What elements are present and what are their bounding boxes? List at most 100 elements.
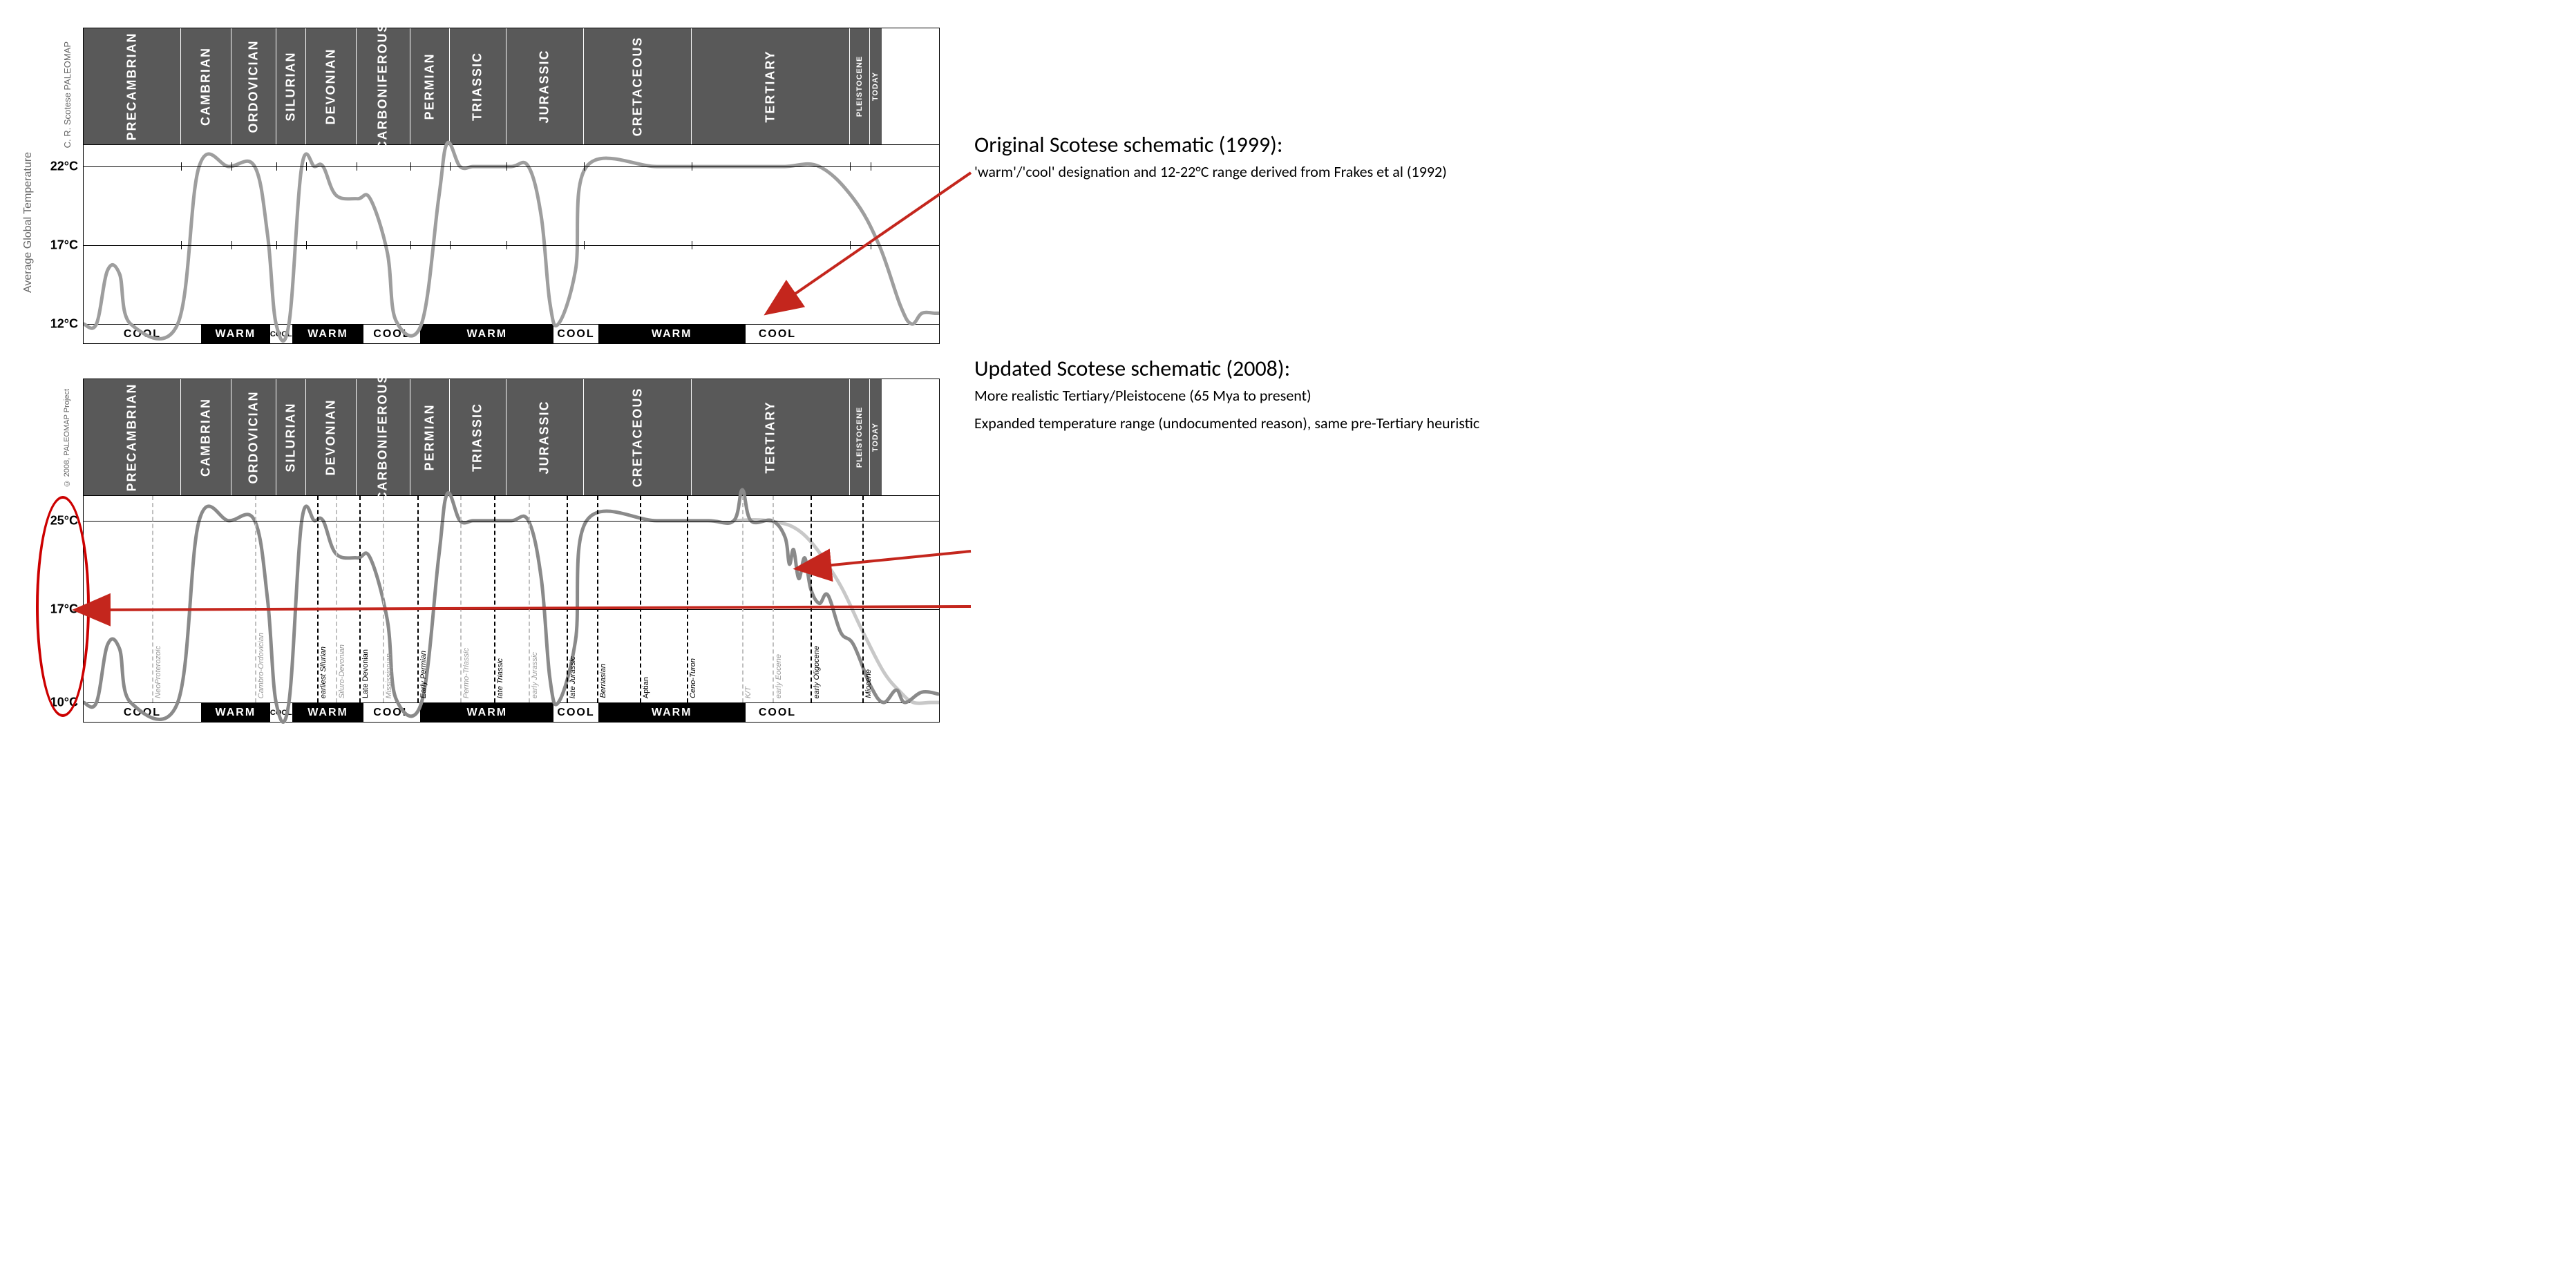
highlight-ellipse	[36, 496, 90, 717]
cw-segment: COOL	[363, 703, 421, 722]
tick-mark	[584, 162, 585, 171]
period-label: JURASSIC	[538, 49, 552, 123]
divider-line	[383, 496, 384, 702]
y-tick-label: 22°C	[50, 160, 78, 174]
period-cell: CARBONIFEROUS	[357, 379, 410, 495]
period-cell: SILURIAN	[276, 379, 306, 495]
period-cell: PERMIAN	[410, 28, 450, 144]
tick-mark	[410, 162, 411, 171]
period-cell: TODAY	[870, 28, 882, 144]
annotation-2-title: Updated Scotese schematic (2008):	[974, 355, 2548, 382]
period-label: TRIASSIC	[471, 403, 485, 472]
tick-mark	[506, 241, 507, 249]
period-label: DEVONIAN	[323, 48, 338, 124]
cw-segment: COOL	[553, 703, 599, 722]
period-cell: CAMBRIAN	[181, 379, 231, 495]
tick-mark	[276, 162, 277, 171]
period-label: CARBONIFEROUS	[376, 22, 390, 150]
plot-area-2: 25°C17°C10°CNeoProterozoicCambro-Ordovic…	[83, 496, 940, 703]
y-tick-label: 12°C	[50, 317, 78, 332]
period-label: CAMBRIAN	[199, 47, 214, 126]
period-cell: TERTIARY	[692, 28, 850, 144]
period-cell: JURASSIC	[506, 28, 585, 144]
tick-mark	[276, 241, 277, 249]
annotation-2: Updated Scotese schematic (2008): More r…	[974, 355, 2548, 434]
period-cell: TODAY	[870, 379, 882, 495]
tick-mark	[231, 241, 232, 249]
cw-segment: COOL	[746, 703, 810, 722]
tick-mark	[450, 162, 451, 171]
sub-period-label: Siluro-Devonian	[338, 644, 346, 698]
cw-segment: COOL	[553, 325, 599, 343]
ghost-curve	[734, 519, 939, 703]
period-label: PERMIAN	[422, 52, 437, 119]
tick-mark	[850, 162, 851, 171]
cw-segment: COOL	[746, 325, 810, 343]
period-label: TERTIARY	[764, 401, 778, 473]
divider-line	[742, 496, 744, 702]
period-label: PRECAMBRIAN	[125, 32, 140, 141]
page: C. R. Scotese PALEOMAP PRECAMBRIAN CAMBRI…	[28, 28, 2548, 757]
period-cell: ORDOVICIAN	[231, 28, 276, 144]
source-label-1: C. R. Scotese PALEOMAP	[62, 41, 74, 148]
period-cell: CRETACEOUS	[584, 28, 692, 144]
period-cell: TRIASSIC	[450, 379, 506, 495]
period-label: DEVONIAN	[323, 399, 338, 475]
period-label: SILURIAN	[283, 403, 298, 472]
cw-segment: WARM	[599, 325, 746, 343]
sub-period-label: NeoProterozoic	[154, 646, 162, 698]
chart-2008: © 2008, PALEOMAP Project PRECAMBRIANCAMB…	[28, 379, 940, 723]
tick-mark	[410, 241, 411, 249]
y-axis-title-1: Average Global Temperature	[22, 152, 35, 293]
period-label: PERMIAN	[422, 403, 437, 470]
divider-line	[336, 496, 337, 702]
period-cell: CAMBRIAN	[181, 28, 231, 144]
period-label: SILURIAN	[283, 52, 298, 122]
period-label: CRETACEOUS	[630, 388, 645, 488]
cw-segment: WARM	[202, 703, 270, 722]
tick-mark	[306, 241, 307, 249]
divider-line	[317, 496, 319, 702]
gridline	[84, 166, 939, 167]
tick-mark	[584, 241, 585, 249]
sub-period-label: Berriasian	[599, 664, 607, 698]
gridline	[84, 245, 939, 246]
tick-mark	[181, 162, 182, 171]
tick-mark	[181, 241, 182, 249]
period-cell: CARBONIFEROUS	[357, 28, 410, 144]
divider-line	[687, 496, 688, 702]
annotation-1-title: Original Scotese schematic (1999):	[974, 131, 2548, 158]
tick-mark	[306, 162, 307, 171]
tick-mark	[850, 241, 851, 249]
period-cell: PRECAMBRIAN	[84, 379, 181, 495]
sub-period-label: early Eocene	[775, 654, 783, 698]
period-label: ORDOVICIAN	[246, 39, 261, 133]
plot-area-1: 22°C17°C12°C	[83, 145, 940, 325]
cool-warm-bar-1: COOLWARMCOOLWARMCOOLWARMCOOLWARMCOOL	[83, 325, 940, 344]
period-cell: CRETACEOUS	[584, 379, 692, 495]
annotations-column: Original Scotese schematic (1999): 'warm…	[974, 28, 2548, 606]
cw-segment: WARM	[293, 703, 364, 722]
temperature-curve	[84, 142, 939, 341]
cw-segment: WARM	[599, 703, 746, 722]
period-cell: DEVONIAN	[306, 28, 357, 144]
sub-period-label: Cambro-Ordovician	[257, 633, 265, 698]
divider-line	[773, 496, 774, 702]
period-cell: ORDOVICIAN	[231, 379, 276, 495]
chart-1999: C. R. Scotese PALEOMAP PRECAMBRIAN CAMBRI…	[28, 28, 940, 344]
period-cell: DEVONIAN	[306, 379, 357, 495]
period-label: CAMBRIAN	[199, 398, 214, 477]
cool-warm-bar-2: COOLWARMCOOLWARMCOOLWARMCOOLWARMCOOL	[83, 703, 940, 723]
period-cell: SILURIAN	[276, 28, 306, 144]
period-label: TERTIARY	[764, 50, 778, 122]
period-cell: PLEISTOCENE	[850, 28, 869, 144]
divider-line	[494, 496, 495, 702]
period-cell: JURASSIC	[506, 379, 585, 495]
cw-segment: WARM	[202, 325, 270, 343]
period-header-1: PRECAMBRIAN CAMBRIAN ORDOVICIAN SILURIAN DEV…	[83, 28, 940, 145]
charts-column: C. R. Scotese PALEOMAP PRECAMBRIAN CAMBRI…	[28, 28, 940, 757]
period-label: TODAY	[871, 423, 880, 452]
sub-period-label: K/T	[744, 687, 752, 698]
period-label: PRECAMBRIAN	[125, 383, 140, 492]
sub-period-label: early Jurassic	[531, 652, 539, 698]
